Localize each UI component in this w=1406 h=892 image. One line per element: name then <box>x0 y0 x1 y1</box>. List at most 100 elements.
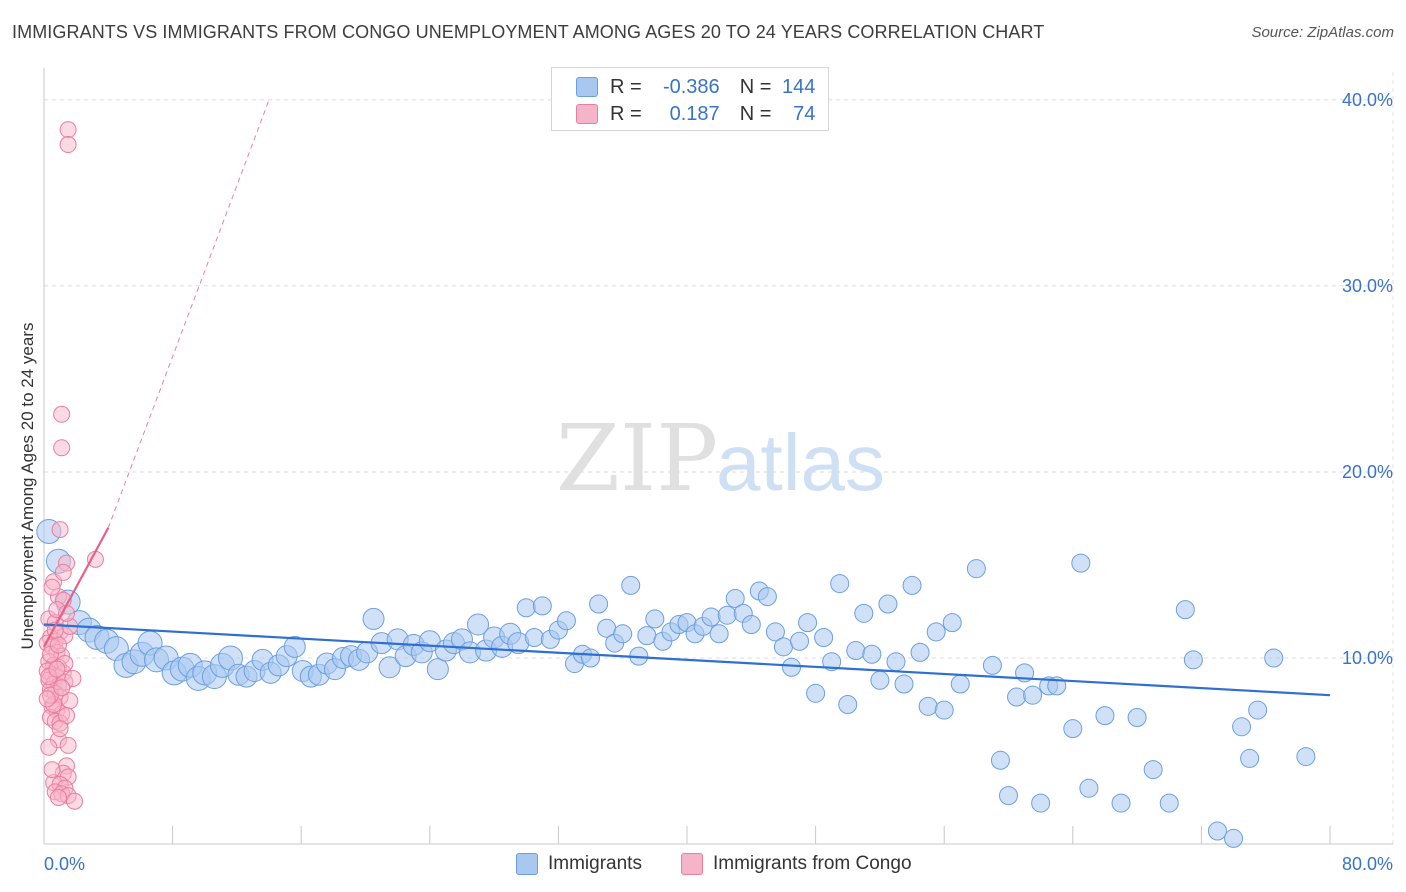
congo-point <box>40 738 58 756</box>
congo-point <box>51 521 69 539</box>
immigrants-point <box>773 637 793 657</box>
immigrants-trend-line <box>43 623 1331 697</box>
immigrants-point <box>814 628 834 648</box>
watermark-atlas: atlas <box>716 418 885 507</box>
y-tick-label-40: 40.0% <box>1342 90 1393 110</box>
immigrants-point <box>1175 600 1195 620</box>
immigrants-point <box>894 674 914 694</box>
legend-label-immigrants: Immigrants <box>548 853 642 874</box>
immigrants-point <box>950 674 970 694</box>
immigrants-point <box>781 657 801 677</box>
immigrants-point <box>283 635 306 658</box>
r-label: R = <box>610 75 642 98</box>
congo-legend-swatch <box>681 853 703 875</box>
immigrants-swatch <box>576 77 598 97</box>
immigrants-point <box>645 609 665 629</box>
immigrants-point <box>1240 748 1260 768</box>
congo-point <box>59 136 77 154</box>
immigrants-point <box>717 605 737 625</box>
immigrants-point <box>621 575 641 595</box>
y-tick-label-30: 30.0% <box>1342 276 1393 296</box>
x-tick-label-max: 80.0% <box>1342 854 1393 874</box>
legend-item-immigrants: Immigrants <box>516 851 642 877</box>
immigrants-point <box>902 575 922 595</box>
congo-point <box>53 679 71 697</box>
immigrants-point <box>1127 708 1147 728</box>
congo-point <box>59 736 77 754</box>
r-value: -0.386 <box>662 75 720 98</box>
y-tick-label-20: 20.0% <box>1342 462 1393 482</box>
immigrants-point <box>532 596 552 616</box>
immigrants-point <box>709 624 729 644</box>
immigrants-point <box>870 670 890 690</box>
immigrants-point <box>854 603 874 623</box>
congo-point <box>48 660 66 678</box>
immigrants-point <box>1296 747 1316 767</box>
y-tick-label-10: 10.0% <box>1342 648 1393 668</box>
immigrants-point <box>1007 687 1027 707</box>
immigrants-point <box>1159 793 1179 813</box>
immigrants-point <box>1095 706 1115 726</box>
immigrants-point <box>999 786 1018 806</box>
n-label: N = <box>739 102 772 125</box>
immigrants-point <box>1183 650 1203 670</box>
legend-label-congo: Immigrants from Congo <box>713 853 912 874</box>
immigrants-point <box>830 574 850 594</box>
congo-point <box>51 720 69 738</box>
r-value: 0.187 <box>669 102 720 125</box>
x-tick-label-min: 0.0% <box>44 854 85 874</box>
immigrants-point <box>467 613 490 636</box>
stats-legend-row-immigrants: R = -0.386 N = 144 <box>576 74 815 100</box>
congo-point <box>53 405 71 423</box>
immigrants-point <box>926 622 946 642</box>
immigrants-point <box>790 631 810 651</box>
watermark-zip: ZIP <box>556 405 718 512</box>
congo-point <box>43 578 61 596</box>
immigrants-point <box>524 628 544 648</box>
congo-point <box>59 121 77 139</box>
immigrants-point <box>846 641 866 661</box>
immigrants-point <box>982 655 1002 675</box>
immigrants-point <box>910 642 930 662</box>
congo-point <box>53 439 71 457</box>
chart-title: IMMIGRANTS VS IMMIGRANTS FROM CONGO UNEM… <box>12 22 1045 42</box>
immigrants-point <box>589 594 609 614</box>
watermark: ZIP atlas <box>556 405 885 512</box>
congo-point <box>66 792 84 810</box>
immigrants-point <box>886 652 906 672</box>
immigrants-point <box>942 613 962 633</box>
immigrants-point <box>1079 778 1099 798</box>
congo-swatch <box>576 104 598 124</box>
congo-trend-extension <box>107 99 270 528</box>
immigrants-point <box>918 696 938 716</box>
immigrants-point <box>581 648 601 668</box>
immigrants-point <box>806 683 826 703</box>
immigrants-point <box>1224 828 1244 848</box>
y-tick-labels: 10.0% 20.0% 30.0% 40.0% <box>1342 90 1393 668</box>
congo-point <box>64 669 82 687</box>
congo-point <box>49 788 67 806</box>
immigrants-point <box>878 594 898 614</box>
immigrants-point <box>990 750 1010 770</box>
immigrants-point <box>613 624 633 644</box>
immigrants-point <box>1031 793 1051 813</box>
stats-legend: R = -0.386 N = 144 R = 0.187 N = 74 <box>551 67 829 131</box>
immigrants-point <box>934 700 954 720</box>
immigrants-point <box>1071 553 1091 573</box>
congo-point <box>49 636 67 654</box>
immigrants-point <box>556 611 576 631</box>
r-label: R = <box>610 102 642 125</box>
legend-item-congo: Immigrants from Congo <box>681 851 912 877</box>
immigrants-point <box>1063 719 1083 739</box>
immigrants-point <box>1207 821 1227 841</box>
immigrants-point <box>757 587 777 607</box>
immigrants-point <box>1111 793 1131 813</box>
immigrants-point <box>862 644 882 664</box>
congo-point <box>54 563 72 581</box>
immigrants-point <box>637 626 657 646</box>
immigrants-point <box>378 656 401 679</box>
congo-points <box>38 121 104 810</box>
immigrants-point <box>838 694 858 714</box>
immigrants-point <box>516 598 536 618</box>
